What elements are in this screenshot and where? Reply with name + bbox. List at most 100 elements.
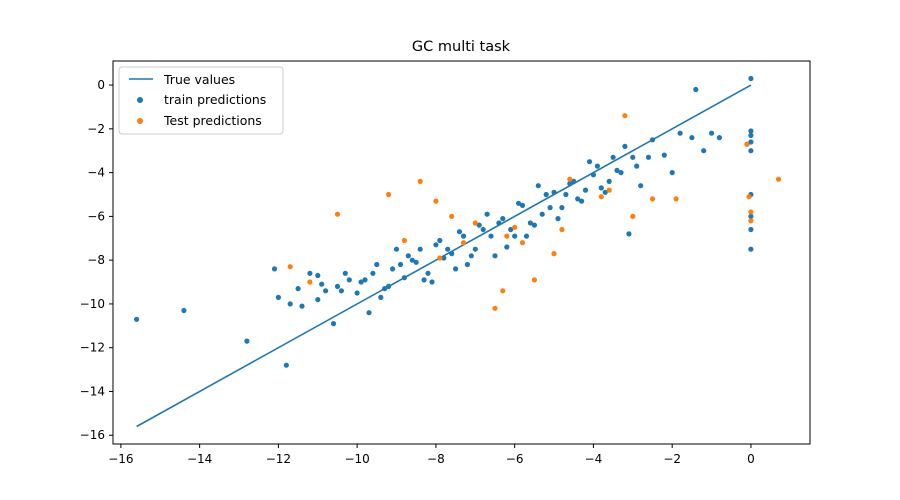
train-prediction-point (645, 154, 652, 160)
y-tick-label: −4 (87, 166, 105, 180)
train-prediction-point (393, 246, 400, 252)
test-prediction-point (748, 209, 754, 215)
train-prediction-point (551, 189, 557, 195)
train-prediction-point (421, 277, 427, 283)
train-prediction-point (622, 143, 628, 149)
train-prediction-point (748, 213, 754, 219)
train-prediction-point (323, 288, 329, 294)
train-prediction-point (456, 229, 463, 235)
train-prediction-point (610, 154, 616, 160)
train-prediction-point (334, 283, 341, 289)
train-prediction-point (539, 211, 545, 217)
train-prediction-point (748, 148, 754, 154)
train-prediction-point (582, 187, 589, 193)
train-prediction-point (626, 231, 632, 237)
test-prediction-point (401, 237, 407, 244)
train-prediction-point (661, 152, 667, 158)
test-prediction-point (334, 211, 341, 217)
train-prediction-point (563, 191, 569, 198)
train-prediction-point (476, 222, 482, 228)
legend-label-train-predictions: train predictions (164, 92, 266, 107)
legend-label-true-values: True values (163, 72, 235, 87)
test-prediction-point (500, 288, 506, 294)
test-prediction-point (386, 191, 392, 198)
test-prediction-point (492, 305, 498, 311)
test-prediction-point (519, 240, 526, 246)
train-prediction-point (649, 137, 656, 143)
train-prediction-point (508, 226, 514, 233)
train-prediction-point (409, 257, 415, 263)
train-prediction-point (181, 307, 187, 314)
train-prediction-point (283, 362, 289, 368)
test-prediction-point (775, 176, 782, 182)
test-prediction-point (649, 196, 656, 202)
test-prediction-point (504, 233, 510, 239)
y-tick-label: −2 (87, 122, 105, 136)
train-prediction-point (134, 316, 140, 322)
train-prediction-point (405, 253, 411, 259)
legend: True values train predictions Test predi… (118, 66, 284, 135)
train-prediction-point (586, 159, 593, 165)
train-prediction-point (472, 246, 478, 252)
x-tick-label: −16 (108, 452, 133, 466)
train-prediction-point (618, 170, 624, 176)
train-prediction-point (669, 170, 675, 176)
y-tick-label: −16 (80, 428, 105, 442)
train-prediction-point (468, 253, 474, 259)
train-prediction-point (606, 178, 612, 184)
train-prediction-point (748, 75, 754, 82)
test-prediction-point (437, 255, 443, 261)
x-tick-label: −8 (427, 452, 445, 466)
train-prediction-point (433, 242, 439, 248)
train-prediction-point (346, 277, 352, 283)
train-prediction-point (358, 279, 364, 285)
x-tick-label: −2 (663, 452, 681, 466)
train-prediction-point (500, 216, 506, 222)
train-prediction-point (567, 181, 573, 187)
train-prediction-point (425, 270, 431, 276)
train-prediction-point (709, 130, 715, 136)
train-prediction-point (464, 261, 470, 268)
train-prediction-point (523, 233, 530, 239)
test-prediction-point (673, 196, 679, 202)
test-prediction-point (449, 213, 455, 219)
train-prediction-point (374, 261, 380, 268)
train-prediction-point (484, 211, 490, 217)
train-prediction-point (244, 338, 250, 344)
train-prediction-point (748, 128, 754, 134)
test-prediction-point (512, 224, 518, 230)
y-tick-label: −10 (80, 297, 105, 311)
train-prediction-point (630, 154, 636, 160)
train-prediction-point (319, 281, 325, 287)
train-prediction-point (275, 294, 281, 300)
test-prediction-point (746, 194, 752, 200)
test-prediction-point (606, 187, 612, 193)
test-prediction-point (744, 141, 750, 147)
train-prediction-point (602, 189, 608, 195)
test-prediction-point (287, 264, 293, 270)
y-tick-label: 0 (97, 78, 105, 92)
train-prediction-point (307, 270, 313, 276)
train-prediction-point (338, 288, 344, 294)
train-prediction-point (299, 303, 305, 309)
train-prediction-point (382, 286, 388, 292)
train-prediction-point (437, 237, 443, 244)
plot-content (134, 75, 782, 428)
train-prediction-point (453, 266, 459, 272)
train-prediction-point (547, 205, 553, 211)
train-prediction-point (594, 163, 601, 169)
legend-box (118, 66, 284, 135)
test-prediction-point (460, 240, 467, 246)
y-tick-label: −8 (87, 253, 105, 267)
test-prediction-point (598, 194, 604, 200)
train-prediction-point (571, 178, 577, 184)
train-prediction-point (535, 183, 541, 189)
train-prediction-point (287, 301, 293, 307)
train-prediction-point (504, 244, 510, 250)
y-tick-label: −14 (80, 384, 105, 398)
y-tick-label: −6 (87, 209, 105, 223)
test-prediction-point (307, 279, 313, 285)
train-prediction-point (354, 290, 360, 296)
train-prediction-point (496, 220, 502, 226)
